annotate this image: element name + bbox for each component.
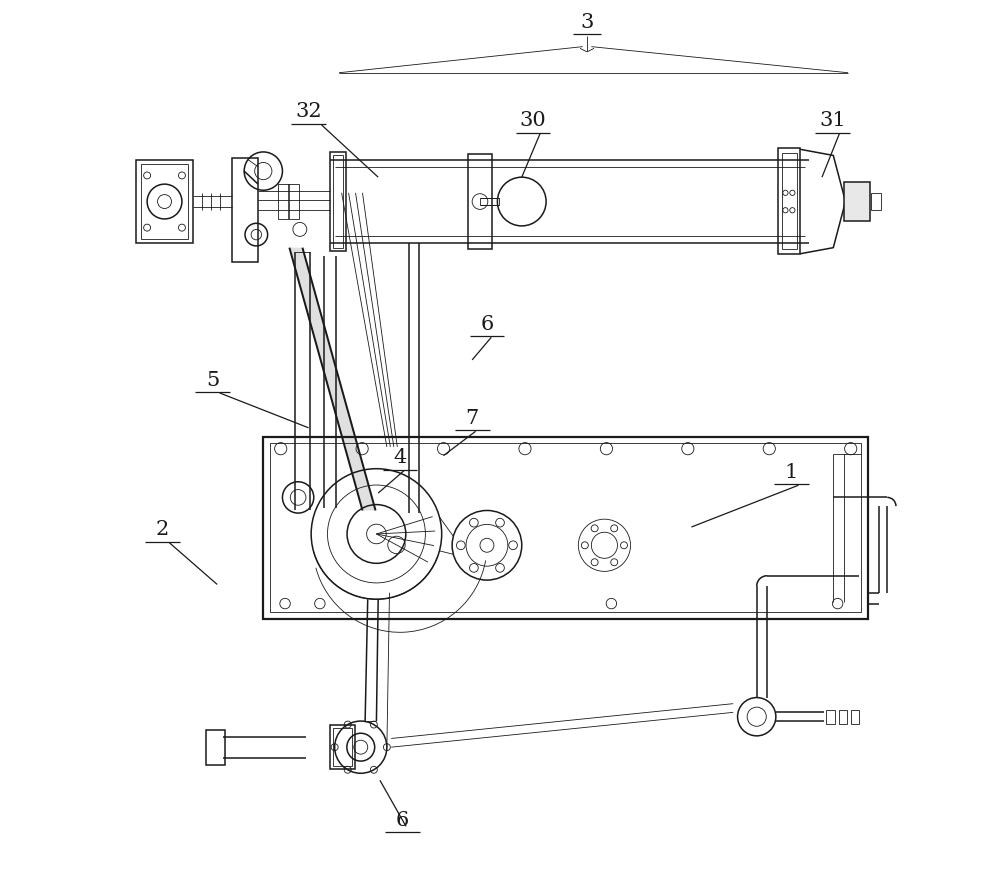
Bar — [871, 193, 881, 210]
Bar — [844, 182, 870, 221]
Bar — [468, 154, 492, 250]
Bar — [330, 152, 346, 251]
Polygon shape — [289, 248, 376, 511]
Text: 30: 30 — [520, 111, 546, 130]
Text: 6: 6 — [480, 315, 494, 333]
Bar — [270, 443, 861, 612]
Bar — [480, 198, 499, 205]
Text: 31: 31 — [819, 111, 846, 130]
Bar — [232, 158, 258, 263]
Bar — [263, 436, 868, 619]
Bar — [782, 153, 797, 250]
Bar — [333, 728, 352, 766]
Bar — [136, 160, 193, 244]
Text: 4: 4 — [393, 448, 407, 467]
Bar — [333, 155, 343, 248]
Bar — [206, 730, 225, 765]
Text: 7: 7 — [466, 409, 479, 428]
Bar — [826, 710, 835, 724]
Text: 32: 32 — [295, 102, 322, 121]
Bar — [330, 725, 355, 769]
Bar — [278, 184, 299, 219]
Bar — [851, 710, 859, 724]
Text: 6: 6 — [396, 811, 409, 830]
Text: 2: 2 — [156, 520, 169, 540]
Bar — [141, 164, 188, 239]
Text: 1: 1 — [785, 463, 798, 482]
Text: 3: 3 — [580, 13, 594, 31]
Bar — [778, 148, 800, 254]
Text: 5: 5 — [206, 370, 219, 389]
Bar — [839, 710, 847, 724]
